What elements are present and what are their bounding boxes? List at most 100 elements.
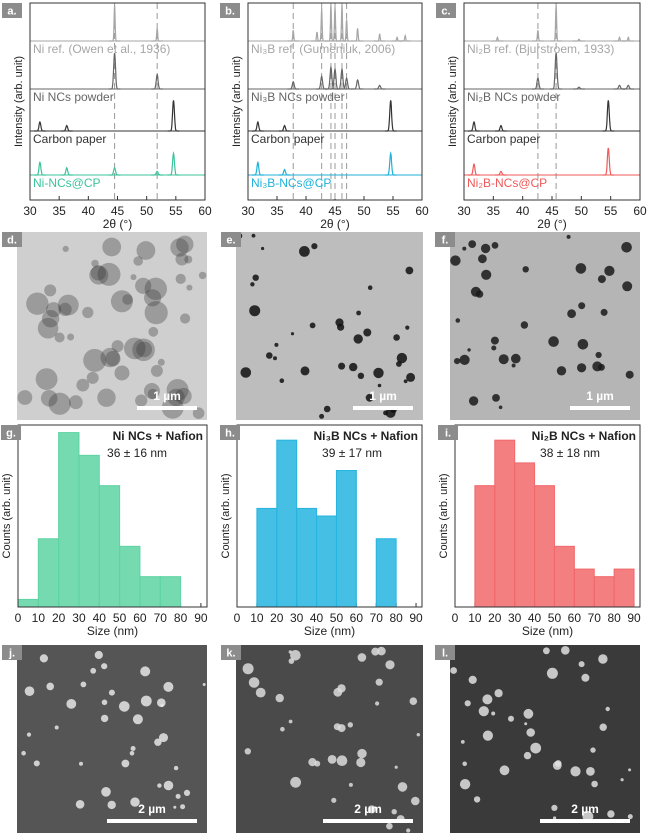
- particle: [348, 782, 353, 787]
- particle: [403, 379, 408, 384]
- x-tick-label: 45: [111, 204, 125, 218]
- particle: [498, 354, 509, 365]
- particle: [356, 757, 366, 768]
- y-axis-label: Counts (arb. unit): [220, 474, 232, 559]
- x-tick-label: 50: [548, 611, 562, 625]
- particle: [175, 387, 192, 405]
- panel-label: j.: [8, 648, 15, 660]
- x-tick-label: 90: [627, 611, 641, 625]
- particle: [450, 255, 461, 266]
- series-label: Ni₃B-NCs@CP: [251, 176, 331, 190]
- x-tick-label: 30: [290, 611, 304, 625]
- peak: [351, 28, 364, 42]
- micrograph: [236, 232, 423, 420]
- y-axis-label: Intensity (arb. unit): [231, 56, 243, 147]
- scale-bar-label: 2 µm: [138, 802, 166, 816]
- particle: [459, 779, 471, 790]
- peak: [60, 124, 73, 132]
- series-label: Ni₂B NCs powder: [467, 90, 560, 104]
- micrograph: [236, 645, 423, 833]
- particle: [75, 800, 85, 809]
- bar: [58, 432, 80, 608]
- particle: [393, 334, 400, 341]
- x-tick-label: 45: [545, 204, 559, 218]
- plot-frame: [247, 2, 423, 201]
- particle: [173, 805, 177, 809]
- particle: [68, 395, 83, 410]
- bar: [593, 576, 615, 608]
- particle: [411, 796, 420, 806]
- particle: [331, 797, 337, 803]
- peak: [151, 28, 163, 42]
- peak: [252, 160, 264, 176]
- particle: [133, 256, 143, 266]
- particle: [371, 647, 380, 656]
- particle: [454, 358, 461, 365]
- particle: [157, 698, 166, 707]
- peak: [151, 170, 163, 176]
- particle: [299, 246, 310, 257]
- x-tick-label: 40: [93, 611, 107, 625]
- particle: [357, 653, 367, 662]
- particle: [159, 733, 168, 743]
- particle: [406, 372, 416, 382]
- bar: [37, 538, 60, 608]
- particle: [136, 341, 153, 358]
- particle: [288, 658, 295, 664]
- particle: [480, 243, 491, 254]
- particle: [391, 809, 397, 815]
- particle: [54, 725, 59, 730]
- particle: [598, 654, 608, 664]
- series-label: Ni₃B ref. (Gumeniuk, 2006): [251, 42, 395, 56]
- particle: [176, 235, 194, 253]
- particle: [460, 740, 465, 744]
- particle: [147, 388, 159, 400]
- particle: [595, 351, 602, 359]
- particle: [140, 695, 152, 707]
- peak: [325, 65, 337, 90]
- particle: [58, 302, 72, 316]
- scale-bar-label: 1 µm: [153, 389, 181, 403]
- particle: [598, 363, 605, 371]
- y-axis-label: Intensity (arb. unit): [13, 56, 25, 147]
- y-axis-label: Intensity (arb. unit): [447, 56, 459, 147]
- peak: [622, 36, 635, 42]
- peak: [573, 86, 585, 90]
- peak: [399, 33, 411, 42]
- particle: [273, 356, 277, 361]
- particle: [24, 686, 35, 696]
- particle: [186, 284, 193, 291]
- peak: [340, 19, 353, 42]
- particle: [144, 289, 162, 307]
- bar: [119, 545, 141, 608]
- panel-label-box: [2, 645, 22, 660]
- micrograph-background: [236, 645, 423, 833]
- particle: [578, 302, 586, 310]
- peak: [602, 147, 615, 176]
- particle: [462, 761, 468, 767]
- particle: [288, 650, 292, 654]
- particle: [308, 758, 317, 767]
- particle: [132, 714, 143, 725]
- micrograph-background: [450, 645, 640, 833]
- particle: [356, 310, 361, 316]
- particle: [121, 759, 130, 768]
- chart-subtitle: 38 ± 18 nm: [540, 446, 600, 460]
- particle: [349, 362, 358, 372]
- bar: [573, 568, 595, 608]
- particle: [89, 265, 109, 285]
- particle: [627, 814, 633, 820]
- particle: [409, 697, 418, 705]
- particle: [336, 755, 348, 766]
- series-label: Carbon paper: [467, 132, 540, 146]
- particle: [625, 370, 634, 379]
- particle: [97, 388, 116, 407]
- panel-label-box: [436, 3, 456, 18]
- particle: [130, 746, 136, 751]
- bar: [316, 515, 337, 608]
- particle: [597, 275, 606, 284]
- particle: [566, 234, 571, 239]
- micrograph-background: [236, 232, 423, 420]
- particle: [100, 714, 109, 723]
- peak: [252, 120, 264, 132]
